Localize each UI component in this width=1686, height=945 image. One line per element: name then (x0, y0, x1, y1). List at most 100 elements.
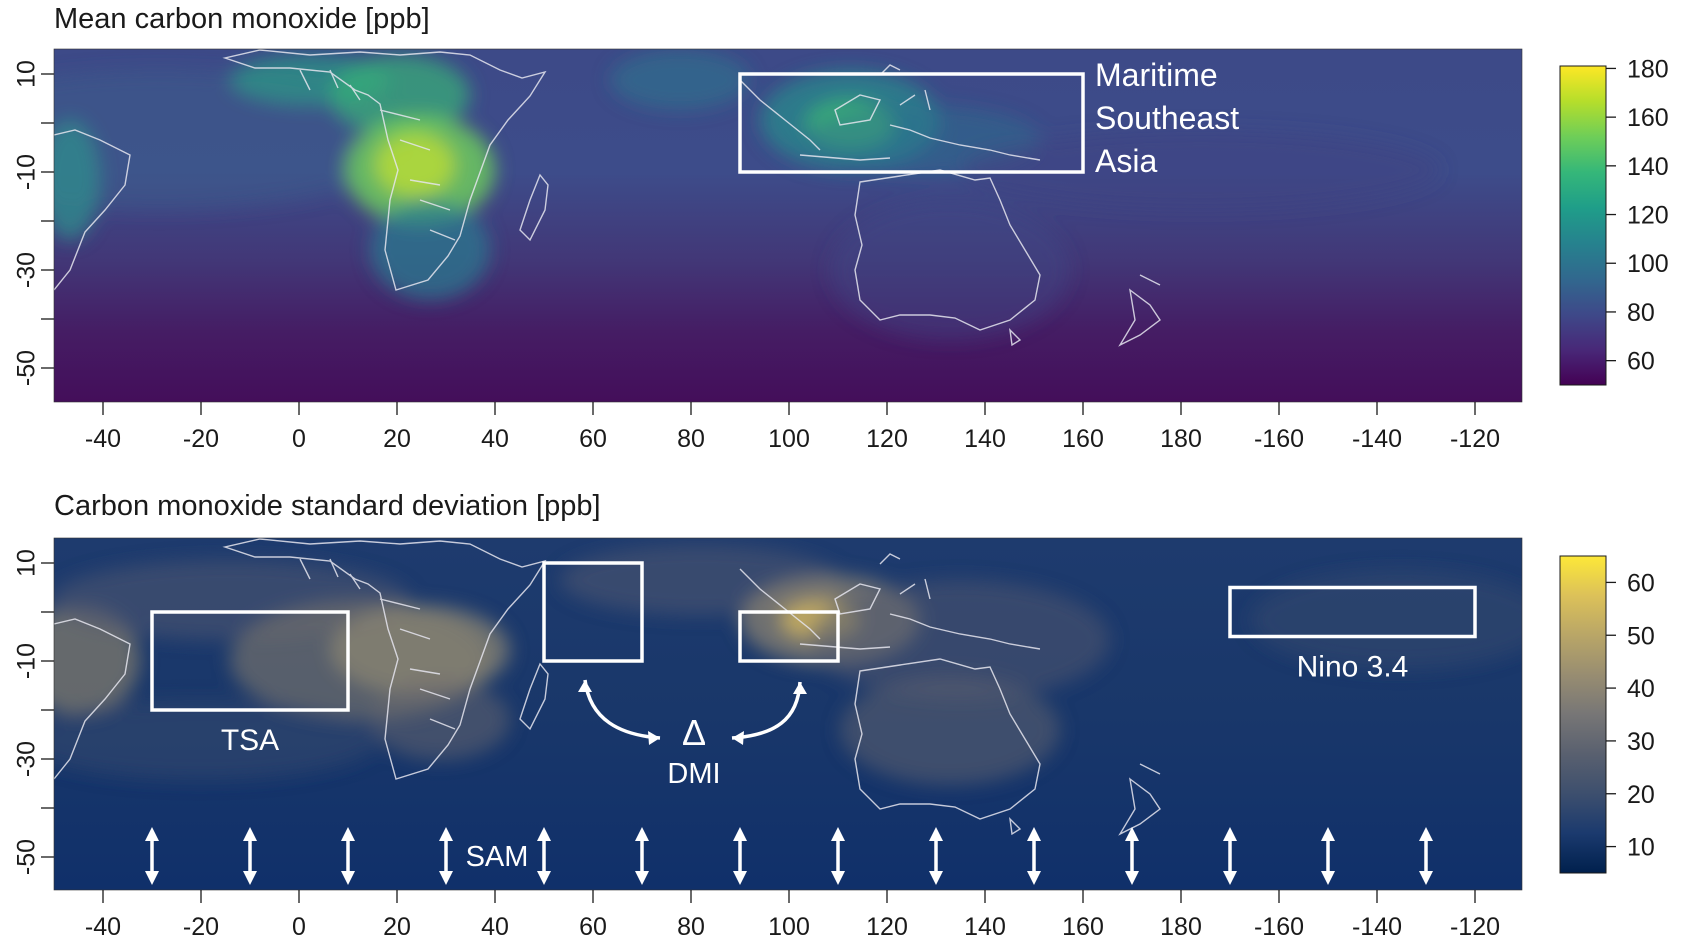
lon-tick-label: -140 (1352, 425, 1402, 453)
region-box-dmi-east (738, 610, 840, 663)
lon-tick-label: 100 (768, 913, 810, 941)
region-box-dmi-west (542, 561, 644, 663)
lon-tick-label: -20 (183, 425, 219, 453)
colorbar-tick-label: 30 (1627, 728, 1655, 756)
sam-label: SAM (466, 841, 529, 873)
sam-double-arrow (341, 827, 355, 885)
region-box-nino-3-4 (1228, 585, 1477, 639)
longitude-axis: -40 -20 0 20 40 60 80 100 120 140 160 180 -160 -140 -1… (85, 402, 1500, 453)
colorbar-tick-label: 80 (1627, 299, 1655, 327)
region-label-tsa: TSA (221, 724, 279, 757)
region-label-line: Southeast (1095, 100, 1239, 136)
lon-tick-label: 40 (481, 425, 509, 453)
colorbar-gradient (1559, 65, 1607, 386)
lon-tick-label: -40 (85, 913, 121, 941)
sam-arrows (145, 827, 1433, 885)
colorbar-mean: 180 160 140 120 100 80 60 (1559, 55, 1669, 386)
region-boxes (738, 72, 1085, 174)
lon-tick-label: 140 (964, 425, 1006, 453)
lat-tick-label: -30 (13, 252, 41, 288)
lon-tick-label: 120 (866, 913, 908, 941)
sam-double-arrow (537, 827, 551, 885)
sam-double-arrow (1125, 827, 1139, 885)
panel-title: Carbon monoxide standard deviation [ppb] (54, 490, 601, 522)
colorbar-tick-label: 160 (1627, 104, 1669, 132)
region-box-maritime-southeast-asia (738, 72, 1085, 174)
lon-tick-label: -120 (1450, 425, 1500, 453)
lon-tick-label: 180 (1160, 425, 1202, 453)
sam-double-arrow (1223, 827, 1237, 885)
sam-double-arrow (145, 827, 159, 885)
sam-double-arrow (733, 827, 747, 885)
lon-tick-label: 0 (292, 425, 306, 453)
heatmap-sd-co (54, 538, 1522, 890)
region-label-line: Asia (1095, 143, 1157, 179)
dmi-delta-symbol: Δ (682, 712, 706, 753)
lon-tick-label: 160 (1062, 425, 1104, 453)
sam-double-arrow (1027, 827, 1041, 885)
coastlines (54, 49, 1161, 347)
sam-double-arrow (831, 827, 845, 885)
lon-tick-label: 140 (964, 913, 1006, 941)
dmi-label: DMI (667, 758, 720, 790)
lon-tick-label: 80 (677, 913, 705, 941)
coastlines (54, 538, 1161, 836)
colorbar-gradient (1559, 555, 1607, 874)
lon-tick-label: -40 (85, 425, 121, 453)
lon-tick-label: 180 (1160, 913, 1202, 941)
sam-double-arrow (635, 827, 649, 885)
lat-tick-label: -10 (13, 643, 41, 679)
colorbar-tick-label: 120 (1627, 202, 1669, 230)
lon-tick-label: -160 (1254, 425, 1304, 453)
lon-tick-label: 60 (579, 425, 607, 453)
lon-tick-label: 120 (866, 425, 908, 453)
lon-tick-label: 60 (579, 913, 607, 941)
sam-double-arrow (1321, 827, 1335, 885)
colorbar-tick-label: 50 (1627, 622, 1655, 650)
latitude-axis: 10 -10 -30 -50 (13, 537, 1523, 891)
heatmap-mean-co (54, 49, 1522, 402)
region-label-nino-3-4: Nino 3.4 (1297, 651, 1409, 684)
map-frame (53, 48, 1523, 403)
lat-tick-label: -50 (13, 839, 41, 875)
lat-tick-label: -30 (13, 741, 41, 777)
lon-tick-label: 20 (383, 425, 411, 453)
lon-tick-label: 160 (1062, 913, 1104, 941)
sam-double-arrow (439, 827, 453, 885)
colorbar-tick-label: 100 (1627, 250, 1669, 278)
panel-sd-co: Carbon monoxide standard deviation [ppb] (13, 490, 1655, 941)
panel-mean-co: Mean carbon monoxide [ppb] (13, 3, 1669, 453)
colorbar-tick-label: 10 (1627, 834, 1655, 862)
lat-tick-label: 10 (13, 60, 41, 88)
longitude-axis: -40 -20 0 20 40 60 80 100 120 140 160 180 -160 -140 -1… (85, 890, 1500, 941)
colorbar-tick-label: 180 (1627, 55, 1669, 83)
colorbar-tick-label: 40 (1627, 675, 1655, 703)
colorbar-tick-label: 20 (1627, 781, 1655, 809)
map-frame (53, 537, 1523, 891)
dmi-annotation: Δ DMI (578, 679, 807, 790)
latitude-axis: 10 -10 -30 -50 (13, 48, 1523, 403)
lon-tick-label: 80 (677, 425, 705, 453)
region-boxes (150, 561, 1477, 712)
lat-tick-label: -10 (13, 154, 41, 190)
lon-tick-label: 100 (768, 425, 810, 453)
sam-double-arrow (1419, 827, 1433, 885)
lon-tick-label: 40 (481, 913, 509, 941)
sam-double-arrow (243, 827, 257, 885)
panel-title: Mean carbon monoxide [ppb] (54, 3, 430, 35)
colorbar-tick-label: 60 (1627, 348, 1655, 376)
sam-double-arrow (929, 827, 943, 885)
lon-tick-label: -120 (1450, 913, 1500, 941)
lon-tick-label: -140 (1352, 913, 1402, 941)
lon-tick-label: -160 (1254, 913, 1304, 941)
lat-tick-label: 10 (13, 549, 41, 577)
region-labels: TSA Nino 3.4 (221, 651, 1409, 758)
lon-tick-label: 0 (292, 913, 306, 941)
colorbar-sd: 60 50 40 30 20 10 (1559, 555, 1655, 874)
region-box-tsa (150, 610, 350, 712)
colorbar-tick-label: 60 (1627, 569, 1655, 597)
lon-tick-label: -20 (183, 913, 219, 941)
lon-tick-label: 20 (383, 913, 411, 941)
region-label-line: Maritime (1095, 57, 1218, 93)
